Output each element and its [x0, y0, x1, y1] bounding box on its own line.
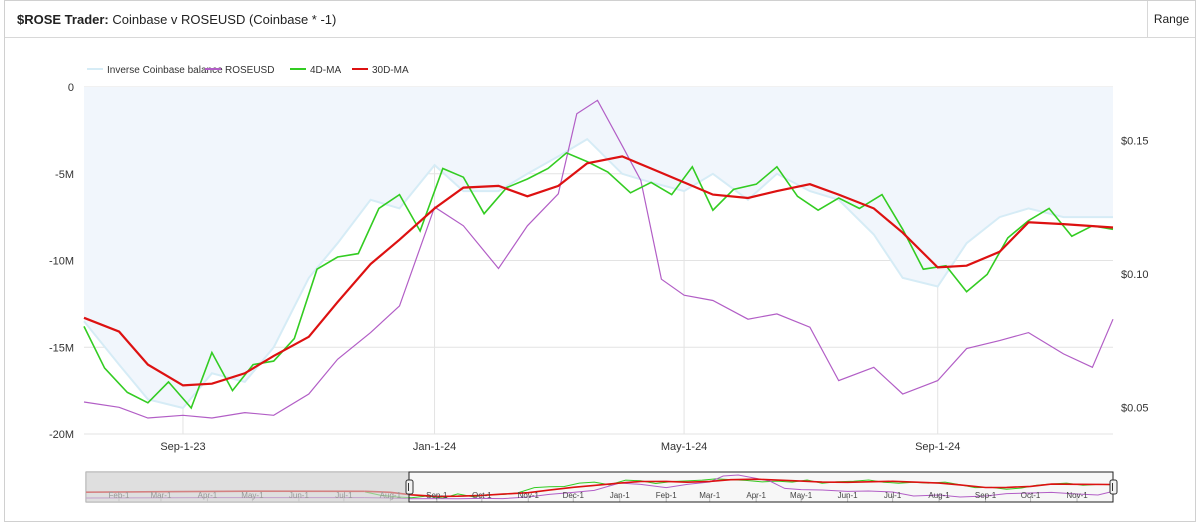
range-button[interactable]: Range	[1147, 1, 1195, 37]
navigator-tick-label: Nov-1	[1066, 491, 1088, 500]
y-left-tick-label: -15M	[49, 342, 74, 354]
y-left-tick-label: -5M	[55, 169, 74, 181]
legend-item-label: Inverse Coinbase balance	[107, 65, 223, 76]
navigator-mask	[86, 472, 409, 502]
y-right-tick-label: $0.10	[1121, 269, 1149, 281]
navigator-tick-label: Dec-1	[563, 491, 585, 500]
navigator-tick-label: Feb-1	[656, 491, 677, 500]
navigator-tick-label: Sep-1	[975, 491, 997, 500]
chart-title: $ROSE Trader: Coinbase v ROSEUSD (Coinba…	[17, 12, 336, 27]
x-tick-label: Jan-1-24	[413, 441, 456, 453]
series-30d-ma-line	[83, 155, 1114, 387]
series-balance-line	[83, 137, 1113, 410]
series-balance-area	[84, 87, 1113, 408]
navigator-tick-label: May-1	[790, 491, 813, 500]
y-left-tick-label: -10M	[49, 256, 74, 268]
navigator-series-roseusd	[364, 474, 1114, 500]
y-left-tick-label: -20M	[49, 429, 74, 441]
navigator-tick-label: Nov-1	[518, 491, 540, 500]
legend-item-label: 4D-MA	[310, 65, 341, 76]
x-tick-label: Sep-1-24	[915, 441, 960, 453]
navigator-tick-label: Mar-1	[699, 491, 720, 500]
x-tick-label: May-1-24	[661, 441, 707, 453]
title-ticker: $ROSE Trader:	[17, 12, 109, 27]
navigator-left-handle[interactable]	[405, 479, 414, 495]
navigator-tick-label: Aug-1	[928, 491, 950, 500]
y-left-tick-label: 0	[68, 82, 74, 94]
navigator-tick-label: Apr-1	[746, 491, 766, 500]
navigator-series-30d-ma	[364, 478, 1114, 498]
navigator-tick-label: Jan-1	[610, 491, 631, 500]
y-right-tick-label: $0.15	[1121, 135, 1149, 147]
title-description: Coinbase v ROSEUSD (Coinbase * -1)	[112, 12, 337, 27]
navigator-tick-label: Sep-1	[426, 491, 448, 500]
legend-item-label: 30D-MA	[372, 65, 409, 76]
navigator-tick-label: Jun-1	[838, 491, 859, 500]
y-right-tick-label: $0.05	[1121, 402, 1149, 414]
legend-item-label: ROSEUSD	[225, 65, 274, 76]
navigator-tick-label: Jul-1	[884, 491, 902, 500]
series-roseusd-line	[83, 99, 1114, 419]
x-tick-label: Sep-1-23	[160, 441, 205, 453]
navigator-tick-label: Oct-1	[472, 491, 492, 500]
title-bar: $ROSE Trader: Coinbase v ROSEUSD (Coinba…	[5, 1, 1195, 38]
navigator-tick-label: Oct-1	[1021, 491, 1041, 500]
navigator-right-handle[interactable]	[1109, 479, 1118, 495]
